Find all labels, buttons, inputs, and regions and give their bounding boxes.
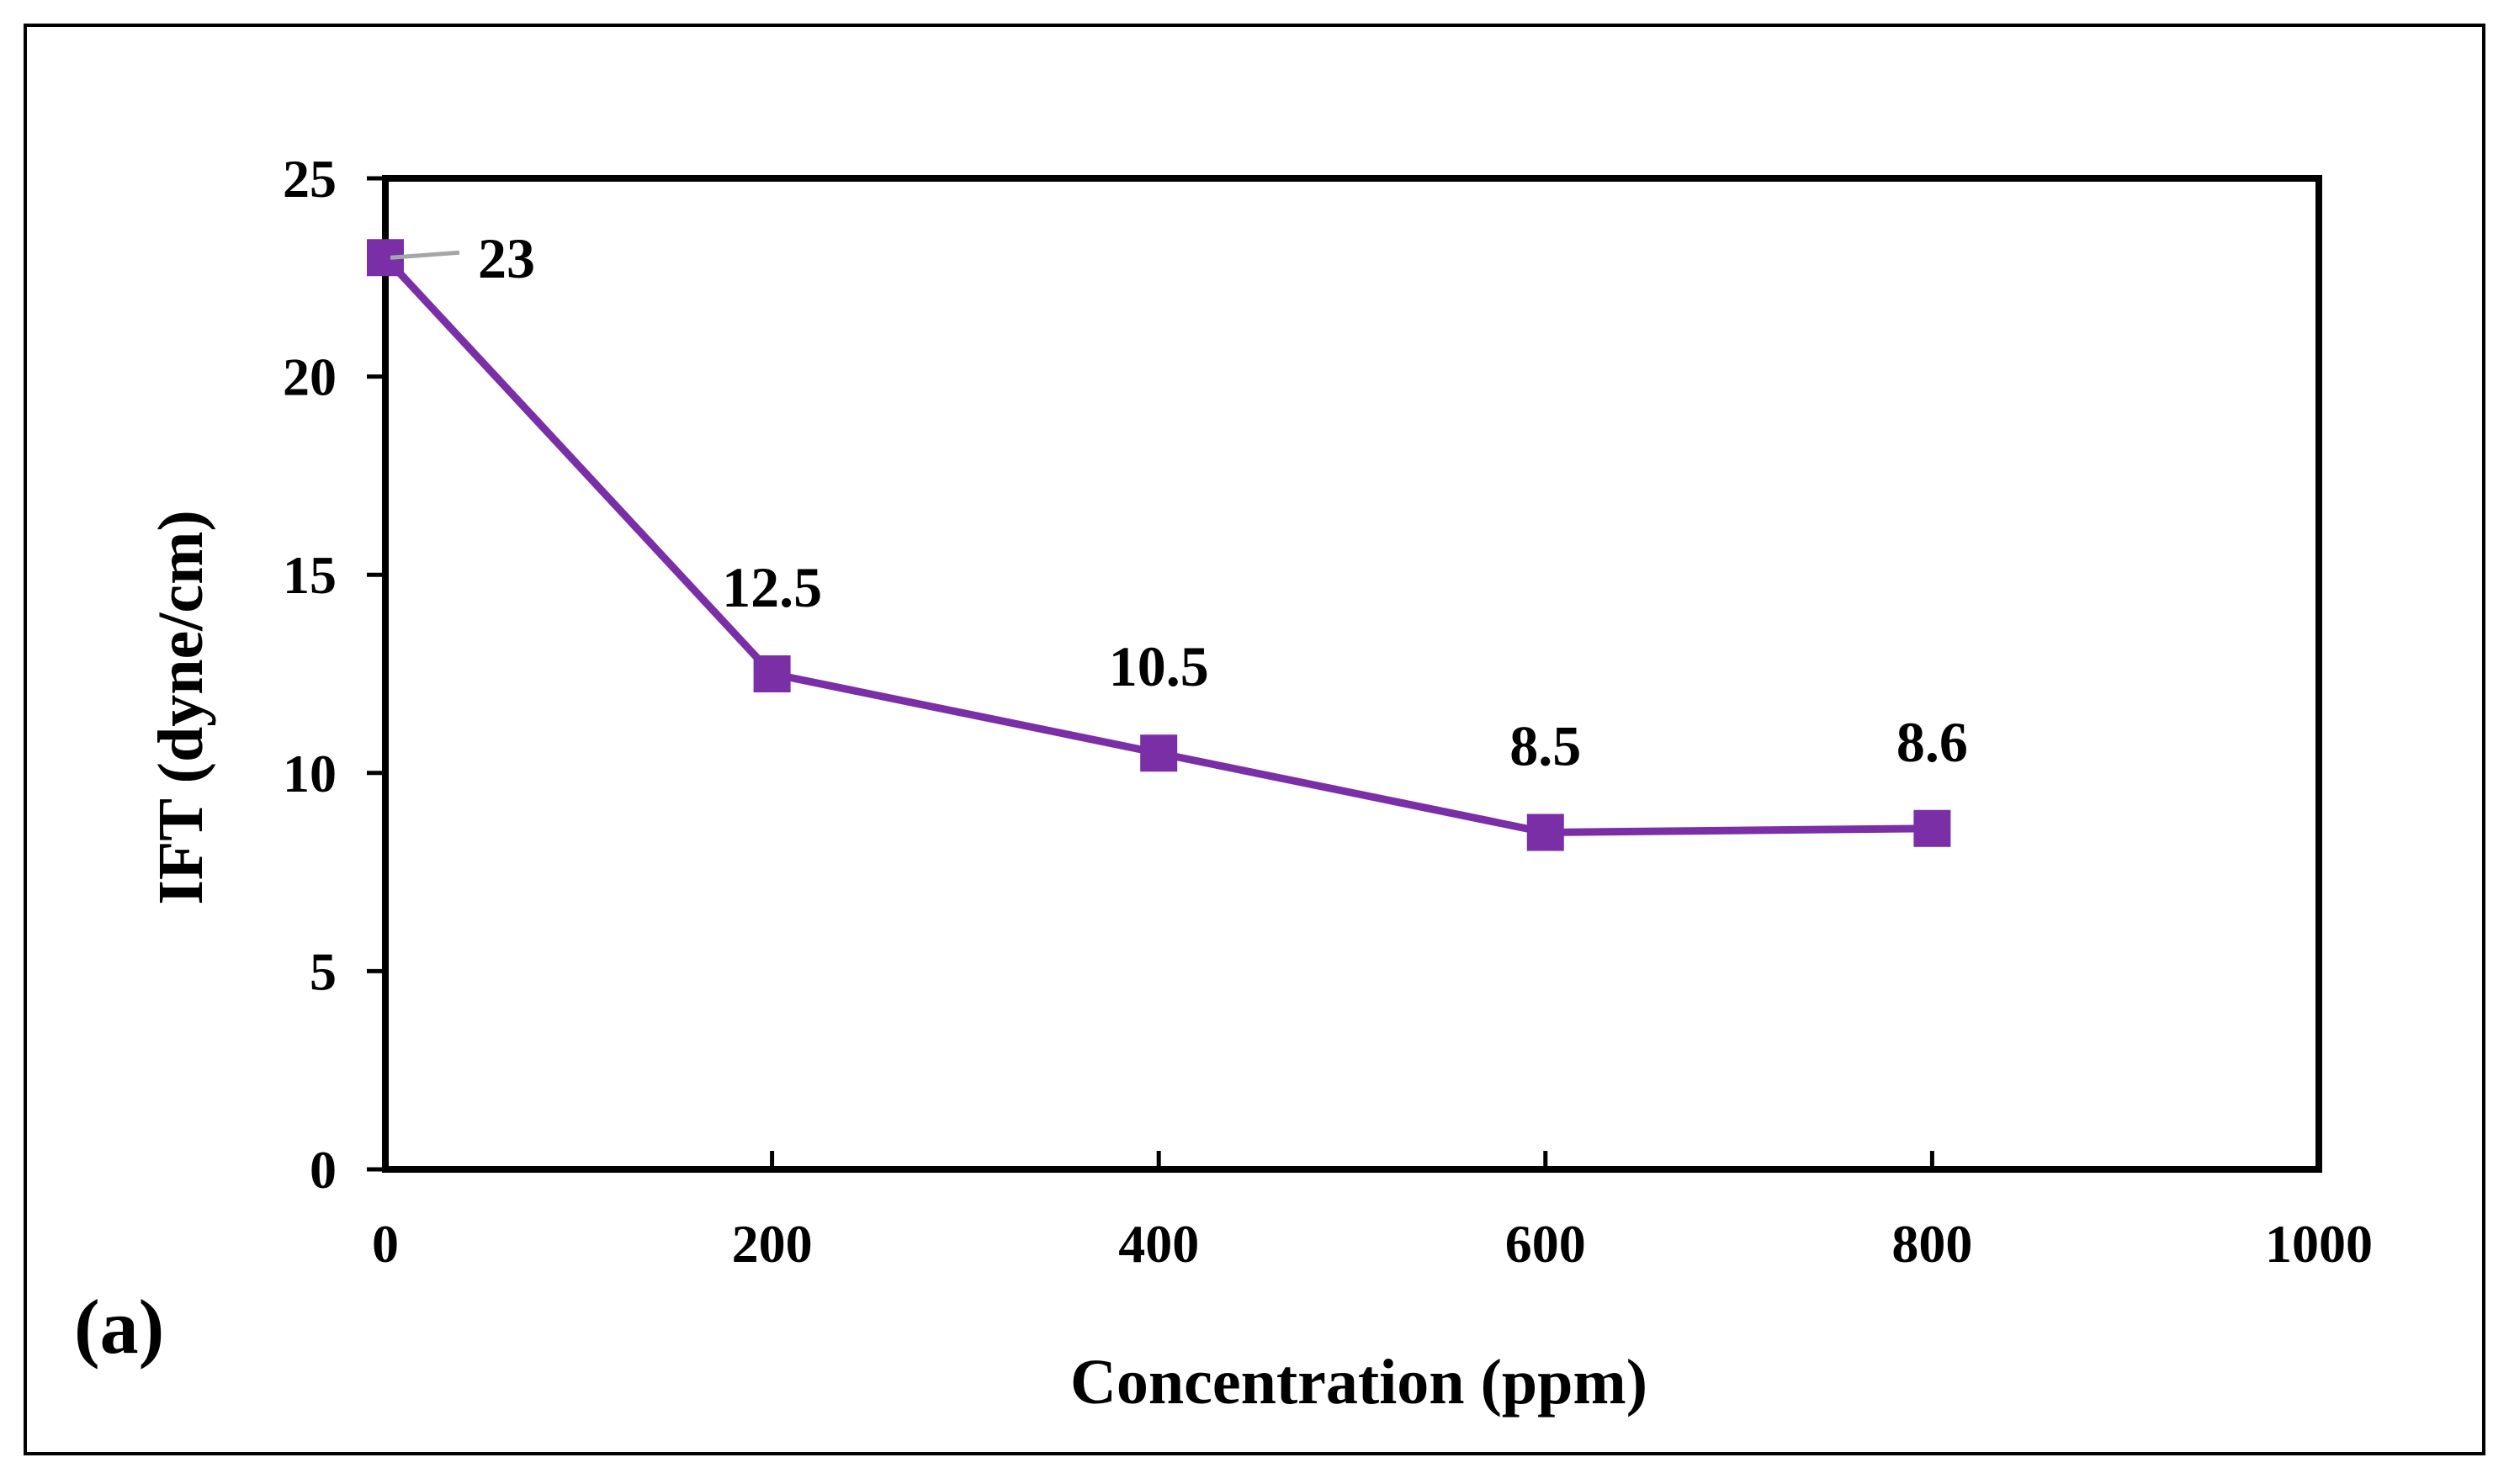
data-label: 8.6 xyxy=(1896,710,1968,774)
x-tick-label: 800 xyxy=(1891,1214,1972,1274)
y-tick-label: 25 xyxy=(283,149,337,209)
x-tick-label: 600 xyxy=(1505,1214,1586,1274)
y-tick-label: 20 xyxy=(283,347,337,407)
x-tick-label: 400 xyxy=(1118,1214,1199,1274)
x-tick-label: 0 xyxy=(372,1214,399,1274)
x-tick-label: 1000 xyxy=(2265,1214,2373,1274)
data-label: 23 xyxy=(478,226,535,290)
plot-area-border xyxy=(382,175,2322,1173)
panel-label: (a) xyxy=(74,1284,164,1370)
y-tick-label: 5 xyxy=(310,941,337,1001)
y-axis-title: IFT (dyne/cm) xyxy=(146,510,216,904)
data-label: 8.5 xyxy=(1509,713,1581,777)
y-tick-label: 10 xyxy=(283,744,337,803)
data-label-leader xyxy=(390,250,460,260)
data-point xyxy=(753,655,791,692)
data-point xyxy=(1526,814,1564,851)
y-tick-label: 15 xyxy=(283,545,337,605)
x-tick-label: 200 xyxy=(732,1214,813,1274)
x-axis-title: Concentration (ppm) xyxy=(1070,1347,1647,1418)
data-point xyxy=(1913,809,1951,847)
figure-frame xyxy=(24,24,2485,1455)
data-point xyxy=(1140,734,1178,772)
data-label: 10.5 xyxy=(1109,634,1209,698)
y-tick-label: 0 xyxy=(310,1140,337,1200)
data-label: 12.5 xyxy=(722,555,822,619)
